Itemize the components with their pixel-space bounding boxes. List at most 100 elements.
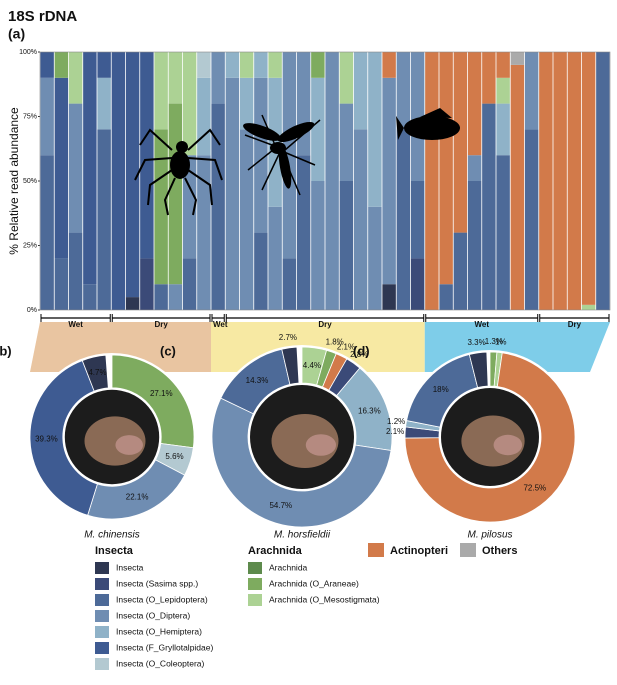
slice-label: 54.7% [269, 501, 292, 510]
donut-panels: 27.1% 5.6% 22.1% 39.3% 4.7% (b) M. chinensis 4.… [0, 333, 577, 541]
bar-segment [353, 129, 368, 310]
bar-segment [467, 181, 482, 310]
legend-swatch [248, 562, 262, 574]
bar-segment [496, 103, 510, 156]
bar-segment [168, 52, 183, 104]
bar-segment [268, 52, 282, 78]
bar-segment [439, 284, 453, 310]
bat-snout [115, 435, 143, 455]
slice-label: 39.3% [35, 434, 58, 443]
legend-label: Arachnida [269, 562, 308, 572]
slice-label: 1.3% [485, 337, 503, 346]
group-label: Dry [154, 320, 168, 329]
bar-segment [125, 297, 140, 310]
bat-snout [493, 434, 523, 456]
bar-segment [539, 52, 553, 310]
y-tick-label: 50% [23, 178, 37, 185]
bar-segment [382, 284, 396, 310]
legend-swatch [368, 543, 384, 557]
bar-segment [439, 52, 453, 285]
bar-segment [168, 284, 183, 310]
legend-swatch [248, 578, 262, 590]
spider-icon [134, 128, 223, 216]
bar-segment [368, 206, 382, 310]
bar-segment [410, 181, 425, 259]
legend-label: Insecta (O_Diptera) [116, 610, 190, 620]
bar-segment [154, 284, 168, 310]
y-tick-label: 25% [23, 242, 37, 249]
bar-segment [496, 155, 510, 310]
bar-segment [510, 52, 525, 65]
donut-slice [404, 352, 576, 523]
slice-label: 1% [495, 338, 507, 347]
bar-segment [97, 77, 111, 130]
bar-segment [254, 77, 268, 233]
slice-label: 22.1% [126, 493, 149, 502]
bar-segment [182, 52, 197, 156]
bar-segment [453, 232, 468, 310]
bar-segment [296, 155, 311, 310]
panel-label: (c) [160, 343, 176, 358]
bar-segment [282, 258, 297, 310]
legend-swatch [95, 626, 109, 638]
bar-segment [68, 232, 83, 310]
bar-segment [581, 52, 596, 305]
slice-label: 14.3% [246, 376, 269, 385]
legend-swatch [95, 562, 109, 574]
bar-segment [482, 52, 496, 104]
legend-label: Insecta [116, 562, 144, 572]
slice-label: 2.1% [386, 427, 404, 436]
bar-segment [225, 77, 240, 310]
panel-label: (b) [0, 343, 12, 358]
group-label: Dry [568, 320, 582, 329]
bar-segment [54, 77, 69, 259]
bar-segment [339, 103, 354, 181]
bar-segment [368, 52, 382, 207]
bar-segment [311, 52, 325, 78]
plot-frame [39, 51, 611, 311]
slice-label: 4.7% [88, 368, 106, 377]
group-label: Wet [474, 320, 489, 329]
slice-label: 27.1% [150, 389, 173, 398]
bar-segment [154, 52, 168, 130]
legend-swatch [95, 610, 109, 622]
bar-segment [268, 77, 282, 207]
slice-label: 72.5% [523, 483, 546, 492]
legend-label: Insecta (Sasima spp.) [116, 578, 198, 588]
bar-segment [40, 155, 54, 310]
slice-label: 2.8% [350, 350, 368, 359]
bar-segment [296, 52, 311, 156]
bar-segment [467, 52, 482, 156]
bar-segment [97, 129, 111, 310]
donut-slice [81, 354, 109, 392]
bar-segment [182, 258, 197, 310]
bar-segment [510, 64, 525, 311]
bar-segment [140, 52, 154, 259]
bar-segment [111, 52, 126, 310]
legend-swatch [248, 594, 262, 606]
bar-segment [382, 77, 396, 285]
bar-segment [339, 181, 354, 310]
bar-segment [396, 52, 411, 130]
species-name: M. chinensis [84, 530, 140, 541]
bar-segment [268, 206, 282, 310]
bar-segment [339, 52, 354, 104]
legend-swatch [95, 658, 109, 670]
legend-label: Insecta (F_Gryllotalpidae) [116, 642, 213, 652]
bar-segment [482, 103, 496, 310]
bar-segment [524, 129, 539, 310]
silhouettes [134, 108, 460, 216]
legend-swatch [95, 594, 109, 606]
bar-segment [197, 155, 211, 310]
bar-segment [54, 258, 69, 310]
bar-segment [254, 232, 268, 310]
slice-label: 1.2% [387, 417, 405, 426]
slice-label: 16.3% [358, 407, 381, 416]
bar-segment [467, 155, 482, 181]
legend-swatch [460, 543, 476, 557]
legend-label: Insecta (O_Lepidoptera) [116, 594, 208, 604]
species-name: M. pilosus [467, 530, 512, 541]
bar-segment [524, 52, 539, 130]
bar-segment [68, 52, 83, 104]
